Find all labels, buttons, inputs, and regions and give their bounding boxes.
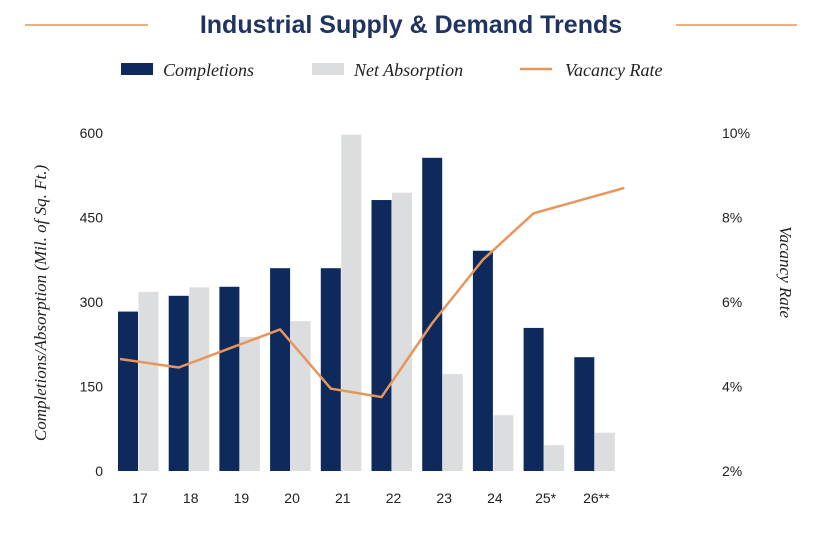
legend-label-net-absorption: Net Absorption — [353, 60, 463, 80]
bar-net-absorption-18 — [189, 287, 210, 471]
x-tick-label: 21 — [335, 490, 351, 506]
x-tick-label: 17 — [132, 490, 148, 506]
y2-tick-label: 2% — [722, 463, 742, 479]
y-tick-label: 450 — [80, 210, 104, 226]
x-tick-label: 20 — [284, 490, 300, 506]
y2-tick-label: 6% — [722, 294, 742, 310]
legend: Completions Net Absorption Vacancy Rate — [121, 60, 662, 80]
bar-net-absorption-24 — [493, 415, 514, 471]
y2-axis-label: Vacancy Rate — [776, 226, 795, 318]
bar-completions-25* — [523, 327, 544, 471]
bar-net-absorption-17 — [138, 291, 159, 471]
legend-swatch-completions — [121, 63, 153, 75]
y-tick-label: 300 — [80, 294, 104, 310]
bar-completions-24 — [472, 250, 493, 471]
bar-completions-18 — [168, 295, 189, 471]
legend-label-completions: Completions — [163, 60, 254, 80]
bar-completions-19 — [219, 286, 240, 471]
chart-title: Industrial Supply & Demand Trends — [200, 11, 622, 39]
bar-completions-21 — [320, 268, 341, 471]
legend-label-vacancy-rate: Vacancy Rate — [565, 60, 662, 80]
bar-net-absorption-26** — [594, 432, 615, 471]
y-tick-label: 600 — [80, 125, 104, 141]
bar-net-absorption-22 — [392, 192, 412, 472]
y-tick-label: 150 — [80, 379, 104, 395]
bar-completions-20 — [270, 268, 291, 471]
bar-completions-23 — [422, 157, 443, 471]
bar-net-absorption-25* — [544, 445, 565, 471]
bar-net-absorption-21 — [341, 134, 362, 471]
bar-completions-17 — [118, 311, 138, 471]
x-tick-label: 23 — [436, 490, 452, 506]
x-tick-label: 22 — [386, 490, 402, 506]
bar-completions-22 — [371, 200, 392, 471]
x-tick-label: 25* — [535, 490, 557, 506]
x-tick-label: 26** — [583, 490, 610, 506]
y-tick-label: 0 — [95, 463, 103, 479]
y-axis-label: Completions/Absorption (Mil. of Sq. Ft.) — [31, 165, 50, 442]
y2-tick-label: 10% — [722, 125, 750, 141]
line-vacancy-rate — [119, 186, 625, 399]
bar-net-absorption-19 — [239, 336, 260, 471]
y2-tick-label: 4% — [722, 379, 742, 395]
bar-completions-26** — [574, 357, 595, 471]
legend-swatch-net-absorption — [312, 63, 344, 75]
bar-net-absorption-23 — [442, 374, 463, 471]
x-tick-label: 24 — [487, 490, 503, 506]
x-tick-label: 19 — [234, 490, 250, 506]
y2-tick-label: 8% — [722, 210, 742, 226]
x-tick-label: 18 — [183, 490, 199, 506]
